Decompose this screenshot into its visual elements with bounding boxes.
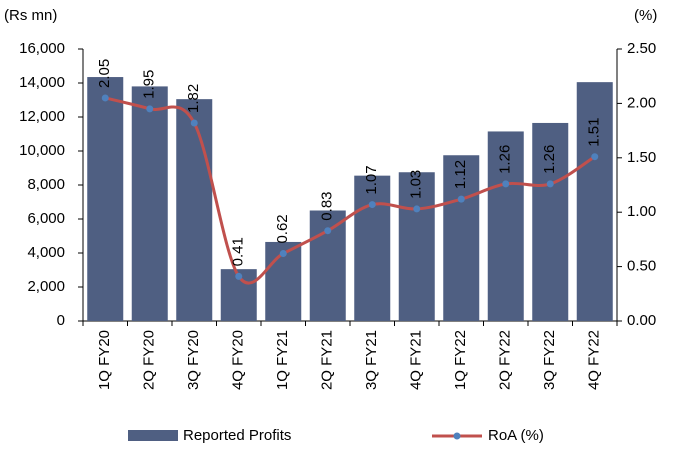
bar [532,122,569,321]
data-label: 0.41 [230,237,247,266]
bar [443,155,480,321]
x-tick-label: 1Q FY21 [274,330,291,390]
y-tick-label: 6,000 [27,210,65,227]
data-label: 1.03 [408,170,425,199]
line-marker [546,180,554,188]
bar [87,77,124,321]
x-tick-label: 4Q FY21 [408,330,425,390]
y2-tick-label: 0.50 [627,258,656,275]
x-tick-label: 2Q FY21 [319,330,336,390]
y-tick-label: 12,000 [19,108,65,125]
y-tick-label: 10,000 [19,142,65,159]
line-marker [146,105,154,113]
legend-label: Reported Profits [183,427,291,444]
y-tick-label: 16,000 [19,40,65,57]
data-label: 1.26 [497,145,514,174]
x-tick-label: 3Q FY21 [363,330,380,390]
bar [309,210,346,321]
data-label: 1.51 [586,118,603,147]
x-tick-label: 4Q FY22 [586,330,603,390]
legend-swatch [128,430,178,441]
line-marker [368,201,376,209]
y2-tick-label: 1.50 [627,149,656,166]
y2-tick-label: 2.50 [627,40,656,57]
bar [176,99,213,322]
legend-marker [453,432,461,440]
y-axis-title: (Rs mn) [4,7,57,24]
bar [354,175,391,321]
y2-axis-title: (%) [634,7,657,24]
line-marker [190,119,198,127]
y-tick-label: 8,000 [27,176,65,193]
line-marker [279,250,287,258]
line-marker [413,205,421,213]
line-marker [457,195,465,203]
y-tick-label: 2,000 [27,278,65,295]
data-label: 0.62 [274,214,291,243]
y-tick-label: 14,000 [19,74,65,91]
x-tick-label: 1Q FY22 [452,330,469,390]
legend-label: RoA (%) [488,427,544,444]
x-tick-label: 2Q FY20 [141,330,158,390]
bar [576,82,613,322]
line-marker [591,153,599,161]
data-label: 0.83 [319,191,336,220]
bar [487,131,524,321]
line-marker [235,272,243,280]
data-label: 1.82 [185,84,202,113]
y2-tick-label: 1.00 [627,203,656,220]
y-tick-label: 4,000 [27,244,65,261]
y2-tick-label: 0.00 [627,312,656,329]
bar [131,86,168,322]
x-tick-label: 2Q FY22 [497,330,514,390]
x-tick-label: 3Q FY20 [185,330,202,390]
y2-tick-label: 2.00 [627,94,656,111]
data-label: 1.95 [141,70,158,99]
bar [398,172,435,321]
data-label: 1.26 [541,145,558,174]
x-tick-label: 4Q FY20 [230,330,247,390]
line-marker [101,94,109,102]
x-tick-label: 1Q FY20 [96,330,113,390]
data-label: 1.12 [452,160,469,189]
data-label: 1.07 [363,165,380,194]
x-tick-label: 3Q FY22 [541,330,558,390]
line-marker [502,180,510,188]
line-marker [324,227,332,235]
y-tick-label: 0 [57,312,65,329]
data-label: 2.05 [96,59,113,88]
